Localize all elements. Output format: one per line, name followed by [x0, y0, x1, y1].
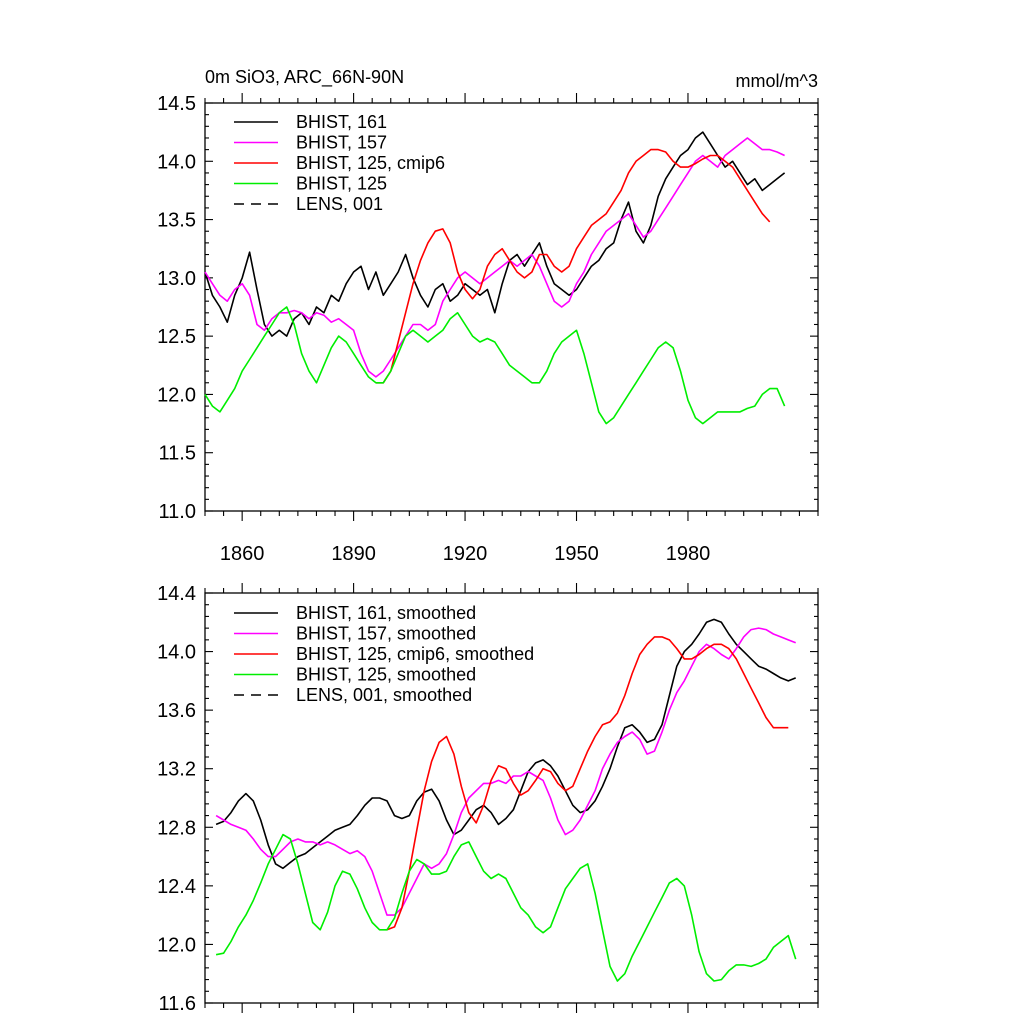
- y-tick-label: 11.5: [159, 443, 196, 465]
- y-tick-label: 14.0: [157, 151, 196, 173]
- y-tick-label: 13.6: [157, 700, 196, 722]
- legend-label: BHIST, 125, smoothed: [296, 665, 476, 685]
- y-tick-label: 12.5: [157, 326, 196, 348]
- x-tick-label: 1860: [220, 543, 265, 565]
- x-tick-label: 1950: [554, 543, 599, 565]
- y-tick-label: 14.5: [157, 93, 196, 115]
- chart-title: 0m SiO3, ARC_66N-90N: [205, 67, 404, 88]
- y-tick-label: 13.0: [157, 268, 196, 290]
- units-label: mmol/m^3: [736, 71, 818, 91]
- y-tick-label: 14.4: [157, 583, 196, 605]
- legend-label: BHIST, 161, smoothed: [296, 603, 476, 623]
- series-line-1-4: [204, 306, 786, 425]
- y-tick-label: 13.2: [157, 759, 196, 781]
- legend-label: BHIST, 125, cmip6, smoothed: [296, 644, 534, 664]
- x-tick-label: 1890: [331, 543, 376, 565]
- x-tick-label: 1920: [443, 543, 488, 565]
- series-line-1-3: [375, 148, 771, 384]
- series-line-2-4: [215, 833, 797, 982]
- series-line-1-2: [204, 137, 785, 378]
- legend-label: BHIST, 125, cmip6: [296, 153, 445, 173]
- y-tick-label: 12.4: [157, 876, 196, 898]
- y-tick-label: 12.8: [157, 817, 196, 839]
- legend-label: BHIST, 125: [296, 174, 387, 194]
- y-tick-label: 13.5: [157, 210, 196, 232]
- series-line-2-2: [215, 627, 796, 916]
- series-line-2-1: [215, 618, 797, 870]
- plot-frame-2: [204, 592, 819, 1004]
- y-tick-label: 11.6: [159, 993, 196, 1015]
- y-tick-label: 11.0: [159, 501, 196, 523]
- legend-label: LENS, 001, smoothed: [296, 685, 472, 705]
- x-tick-label: 1980: [666, 543, 711, 565]
- legend-label: BHIST, 157, smoothed: [296, 624, 476, 644]
- y-tick-label: 12.0: [157, 384, 196, 406]
- legend-label: BHIST, 161: [296, 112, 387, 132]
- y-tick-label: 12.0: [157, 934, 196, 956]
- y-tick-label: 14.0: [157, 642, 196, 664]
- plot-frame-1: [204, 102, 819, 512]
- legend-label: LENS, 001: [296, 194, 383, 214]
- series-line-2-3: [386, 636, 789, 931]
- legend-label: BHIST, 157: [296, 133, 387, 153]
